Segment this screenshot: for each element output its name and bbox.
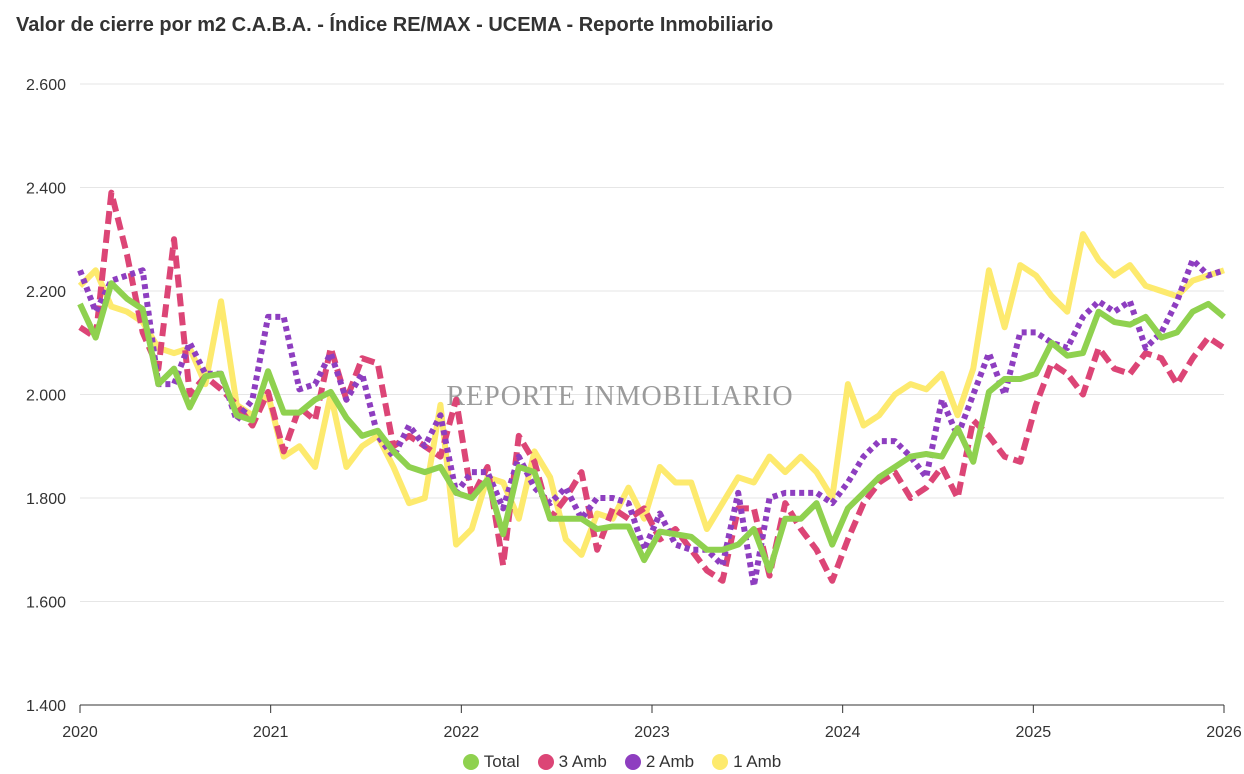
x-tick-label: 2020 bbox=[62, 724, 98, 741]
y-tick-label: 2.600 bbox=[26, 77, 66, 94]
legend-label: 2 Amb bbox=[645, 752, 695, 771]
legend-item-1-amb[interactable]: 1 Amb bbox=[712, 752, 781, 772]
legend-item-total[interactable]: Total bbox=[462, 752, 520, 772]
legend-label: 1 Amb bbox=[733, 752, 782, 771]
legend-label: 3 Amb bbox=[558, 752, 607, 771]
legend-item-2-amb[interactable]: 2 Amb bbox=[624, 752, 695, 772]
y-tick-label: 2.400 bbox=[26, 181, 66, 198]
x-tick-labels: 2020 2021 2022 2023 2024 2025 2026 bbox=[62, 724, 1242, 741]
series-line-1-amb[interactable] bbox=[77, 231, 1225, 558]
chart-title: Valor de cierre por m2 C.A.B.A. - Índice… bbox=[16, 14, 774, 36]
watermark-text: REPORTE INMOBILIARIO bbox=[446, 381, 793, 412]
series-layer bbox=[77, 189, 1226, 589]
series-line-total[interactable] bbox=[77, 280, 1226, 574]
x-tick-label: 2021 bbox=[253, 724, 289, 741]
y-tick-label: 1.600 bbox=[26, 595, 66, 612]
legend-item-3-amb[interactable]: 3 Amb bbox=[537, 752, 607, 772]
y-tick-labels: 1.400 1.600 1.800 2.000 2.200 2.400 2.600 bbox=[26, 77, 66, 715]
axis-layer bbox=[79, 704, 1225, 713]
x-tick-label: 2024 bbox=[825, 724, 861, 741]
legend-swatch-icon bbox=[537, 754, 554, 770]
legend-swatch-icon bbox=[462, 754, 479, 770]
x-tick-label: 2025 bbox=[1016, 724, 1052, 741]
legend: Total 3 Amb 2 Amb 1 Amb bbox=[0, 752, 1244, 772]
series-line-3-amb[interactable] bbox=[78, 189, 1226, 584]
legend-swatch-icon bbox=[624, 754, 641, 770]
y-tick-label: 2.000 bbox=[26, 388, 66, 405]
x-tick-label: 2022 bbox=[444, 724, 480, 741]
x-tick-label: 2026 bbox=[1206, 724, 1242, 741]
y-tick-label: 1.800 bbox=[26, 491, 66, 508]
y-tick-label: 2.200 bbox=[26, 284, 66, 301]
y-tick-label: 1.400 bbox=[26, 698, 66, 715]
legend-label: Total bbox=[483, 752, 520, 771]
series-line-2-amb[interactable] bbox=[77, 256, 1225, 589]
x-tick-label: 2023 bbox=[634, 724, 670, 741]
legend-swatch-icon bbox=[712, 754, 729, 770]
